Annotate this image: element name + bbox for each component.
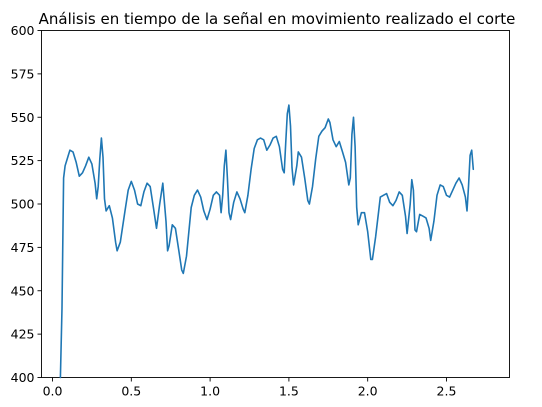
x-tick-label: 1.5: [279, 384, 299, 399]
y-tick-label: 525: [11, 153, 35, 168]
x-tick-label: 0.0: [43, 384, 63, 399]
x-tick-label: 1.0: [200, 384, 220, 399]
x-tick-label: 2.0: [358, 384, 378, 399]
y-tick-label: 425: [11, 327, 35, 342]
y-tick-label: 475: [11, 240, 35, 255]
y-tick-label: 550: [11, 110, 35, 125]
y-tick-label: 600: [11, 23, 35, 38]
chart-title: Análisis en tiempo de la señal en movimi…: [39, 10, 516, 28]
plot-frame: [41, 30, 510, 378]
y-tick-label: 500: [11, 197, 35, 212]
y-tick-label: 450: [11, 283, 35, 298]
y-axis: 400 425 450 475 500 525 550 575 600: [11, 23, 42, 385]
y-tick-label: 575: [11, 66, 35, 81]
x-tick-label: 0.5: [121, 384, 141, 399]
x-tick-label: 2.5: [437, 384, 457, 399]
x-axis: 0.0 0.5 1.0 1.5 2.0 2.5: [43, 377, 457, 399]
y-tick-label: 400: [11, 370, 35, 385]
series-layer: [59, 104, 475, 379]
series-line: [59, 104, 475, 379]
